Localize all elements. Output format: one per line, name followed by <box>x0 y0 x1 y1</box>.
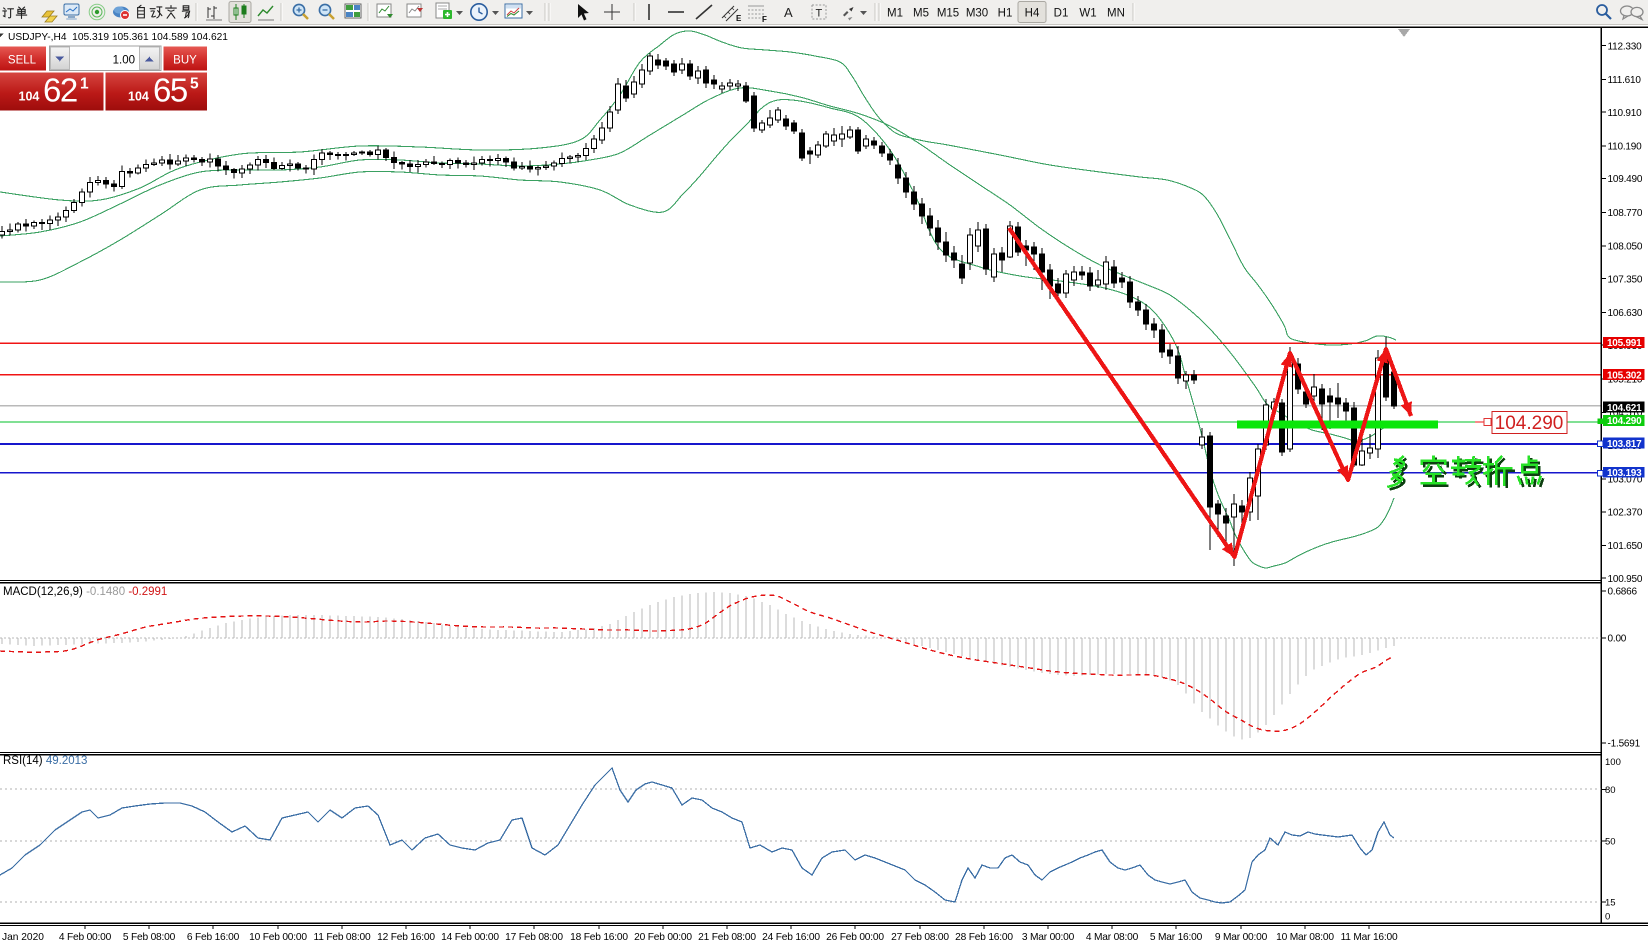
svg-text:E: E <box>736 14 742 23</box>
svg-text:9 Mar 00:00: 9 Mar 00:00 <box>1215 932 1268 943</box>
svg-text:50: 50 <box>1605 837 1616 848</box>
svg-text:107.350: 107.350 <box>1608 274 1643 285</box>
svg-text:M15: M15 <box>937 8 959 20</box>
svg-text:104: 104 <box>128 89 149 103</box>
svg-text:108.770: 108.770 <box>1608 208 1643 219</box>
svg-text:111.610: 111.610 <box>1608 75 1642 86</box>
svg-text:3 Mar 00:00: 3 Mar 00:00 <box>1022 932 1075 943</box>
svg-text:1.00: 1.00 <box>113 54 135 66</box>
svg-text:104.510: 104.510 <box>1608 408 1643 419</box>
svg-text:14 Feb 00:00: 14 Feb 00:00 <box>441 932 499 943</box>
svg-text:100: 100 <box>1605 757 1621 768</box>
svg-text:104.621: 104.621 <box>1607 403 1642 414</box>
svg-text:15: 15 <box>1605 898 1616 909</box>
svg-text:24 Feb 16:00: 24 Feb 16:00 <box>762 932 820 943</box>
svg-text:12 Feb 16:00: 12 Feb 16:00 <box>377 932 435 943</box>
svg-text:65: 65 <box>153 72 187 109</box>
svg-text:104: 104 <box>19 89 40 103</box>
svg-text:106.630: 106.630 <box>1608 308 1643 319</box>
svg-text:W1: W1 <box>1079 8 1096 20</box>
svg-text:109.490: 109.490 <box>1608 174 1643 185</box>
svg-text:80: 80 <box>1605 785 1616 796</box>
svg-text:110.190: 110.190 <box>1608 142 1643 153</box>
svg-text:10 Mar 08:00: 10 Mar 08:00 <box>1276 932 1334 943</box>
svg-text:Jan 2020: Jan 2020 <box>2 932 44 943</box>
svg-text:102.370: 102.370 <box>1608 507 1643 518</box>
svg-text:10 Feb 00:00: 10 Feb 00:00 <box>249 932 307 943</box>
svg-text:-1.5691: -1.5691 <box>1608 739 1641 750</box>
svg-text:USDJPY-,H4 105.319 105.361 10: USDJPY-,H4 105.319 105.361 104.589 104.6… <box>8 32 228 43</box>
svg-text:A: A <box>784 5 793 20</box>
svg-text:F: F <box>762 15 767 24</box>
svg-text:1: 1 <box>80 76 89 93</box>
svg-text:H1: H1 <box>998 8 1013 20</box>
svg-text:SELL: SELL <box>8 55 37 67</box>
svg-text:104.290: 104.290 <box>1607 416 1642 427</box>
svg-text:20 Feb 00:00: 20 Feb 00:00 <box>634 932 692 943</box>
svg-text:M5: M5 <box>913 8 929 20</box>
svg-text:110.910: 110.910 <box>1608 108 1643 119</box>
svg-text:4 Mar 08:00: 4 Mar 08:00 <box>1086 932 1139 943</box>
svg-text:RSI(14) 49.2013: RSI(14) 49.2013 <box>3 755 87 767</box>
svg-text:28 Feb 16:00: 28 Feb 16:00 <box>955 932 1013 943</box>
svg-text:26 Feb 00:00: 26 Feb 00:00 <box>826 932 884 943</box>
svg-text:11 Feb 08:00: 11 Feb 08:00 <box>314 932 371 943</box>
svg-text:0.6866: 0.6866 <box>1608 587 1638 598</box>
svg-text:T: T <box>816 8 823 20</box>
svg-text:MN: MN <box>1107 8 1125 20</box>
svg-text:62: 62 <box>43 72 77 109</box>
svg-text:100.950: 100.950 <box>1608 574 1643 585</box>
svg-text:D1: D1 <box>1054 8 1069 20</box>
svg-text:108.050: 108.050 <box>1608 242 1643 253</box>
svg-text:0.00: 0.00 <box>1608 633 1627 644</box>
svg-text:104.290: 104.290 <box>1495 413 1564 434</box>
svg-text:103.817: 103.817 <box>1607 439 1642 450</box>
svg-text:11 Mar 16:00: 11 Mar 16:00 <box>1341 932 1398 943</box>
svg-text:5: 5 <box>190 76 199 93</box>
svg-text:105.302: 105.302 <box>1607 370 1642 381</box>
svg-text:112.330: 112.330 <box>1608 41 1643 52</box>
svg-text:M1: M1 <box>887 8 903 20</box>
svg-text:105.991: 105.991 <box>1607 338 1642 349</box>
svg-text:103.070: 103.070 <box>1608 475 1643 486</box>
svg-text:18 Feb 16:00: 18 Feb 16:00 <box>570 932 628 943</box>
svg-text:21 Feb 08:00: 21 Feb 08:00 <box>698 932 756 943</box>
svg-text:101.650: 101.650 <box>1608 541 1643 552</box>
svg-text:5 Feb 08:00: 5 Feb 08:00 <box>123 932 176 943</box>
svg-text:M30: M30 <box>966 8 988 20</box>
svg-text:0: 0 <box>1605 912 1610 923</box>
svg-text:103.193: 103.193 <box>1607 468 1642 479</box>
svg-text:H4: H4 <box>1025 8 1040 20</box>
svg-text:17 Feb 08:00: 17 Feb 08:00 <box>505 932 563 943</box>
svg-text:6 Feb 16:00: 6 Feb 16:00 <box>187 932 240 943</box>
svg-text:MACD(12,26,9) -0.1480 -0.2991: MACD(12,26,9) -0.1480 -0.2991 <box>3 586 167 598</box>
svg-text:5 Mar 16:00: 5 Mar 16:00 <box>1150 932 1203 943</box>
svg-text:105.210: 105.210 <box>1608 375 1643 386</box>
svg-text:27 Feb 08:00: 27 Feb 08:00 <box>891 932 949 943</box>
svg-text:BUY: BUY <box>173 55 197 67</box>
svg-text:4 Feb 00:00: 4 Feb 00:00 <box>59 932 112 943</box>
